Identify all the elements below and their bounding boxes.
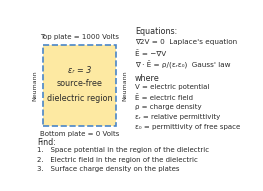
Text: Equations:: Equations:	[135, 27, 177, 36]
Text: dielectric region: dielectric region	[47, 94, 113, 103]
Text: Bottom plate = 0 Volts: Bottom plate = 0 Volts	[40, 131, 119, 137]
Text: Top plate = 1000 Volts: Top plate = 1000 Volts	[40, 34, 119, 40]
Text: source-free: source-free	[57, 79, 103, 88]
Text: Neumann: Neumann	[32, 70, 37, 101]
Text: ∇2V = 0  Laplace's equation: ∇2V = 0 Laplace's equation	[135, 39, 237, 45]
FancyBboxPatch shape	[43, 45, 117, 126]
Text: where: where	[135, 74, 160, 83]
Text: 2.   Electric field in the region of the dielectric: 2. Electric field in the region of the d…	[37, 157, 198, 163]
Text: Find:: Find:	[37, 138, 56, 147]
Text: Neumann: Neumann	[122, 70, 127, 101]
Text: ∇ · Ē = ρ/(εᵣε₀)  Gauss' law: ∇ · Ē = ρ/(εᵣε₀) Gauss' law	[135, 60, 230, 69]
Text: Ē = −∇V: Ē = −∇V	[135, 50, 166, 57]
Text: V = electric potential: V = electric potential	[135, 84, 209, 90]
Text: εᵣ = 3: εᵣ = 3	[68, 66, 92, 75]
Text: ε₀ = permittivity of free space: ε₀ = permittivity of free space	[135, 124, 240, 130]
Text: 3.   Surface charge density on the plates: 3. Surface charge density on the plates	[37, 166, 179, 172]
Text: Ē = electric field: Ē = electric field	[135, 94, 193, 101]
Text: ρ = charge density: ρ = charge density	[135, 104, 201, 110]
Text: εᵣ = relative permittivity: εᵣ = relative permittivity	[135, 114, 220, 120]
Text: 1.   Space potential in the region of the dielectric: 1. Space potential in the region of the …	[37, 147, 209, 153]
